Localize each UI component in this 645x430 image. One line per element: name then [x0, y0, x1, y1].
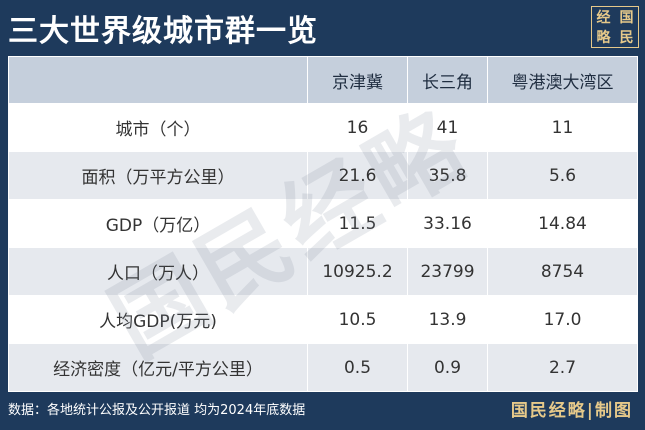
logo-char: 国	[619, 10, 634, 26]
logo: 经国略民	[591, 6, 639, 48]
cell: 23799	[407, 247, 488, 296]
cell: 0.9	[407, 343, 488, 392]
header-row: 京津冀 长三角 粤港澳大湾区	[8, 56, 638, 104]
cell: 35.8	[407, 151, 488, 200]
cell: 0.5	[307, 343, 408, 392]
credit: 国民经略|制图	[510, 401, 633, 421]
logo-char: 民	[619, 30, 634, 46]
logo-char: 经	[596, 10, 611, 26]
table-row: 面积（万平方公里） 21.6 35.8 5.6	[8, 151, 638, 200]
table-row: 城市（个） 16 41 11	[8, 103, 638, 152]
cell: 13.9	[407, 295, 488, 344]
column-header: 京津冀	[307, 56, 408, 104]
source-note: 数据：各地统计公报及公开报道 均为2024年底数据	[8, 403, 306, 418]
cell: 10925.2	[307, 247, 408, 296]
row-label: GDP（万亿）	[8, 199, 308, 248]
cell: 10.5	[307, 295, 408, 344]
cell: 11.5	[307, 199, 408, 248]
cell: 17.0	[487, 295, 638, 344]
table: 京津冀 长三角 粤港澳大湾区 城市（个） 16 41 11 面积（万平方公里） 21.6 35.…	[8, 56, 638, 392]
cell: 11	[487, 103, 638, 152]
logo-char: 略	[596, 30, 611, 46]
cell: 41	[407, 103, 488, 152]
row-label: 城市（个）	[8, 103, 308, 152]
cell: 14.84	[487, 199, 638, 248]
header-cell	[8, 56, 308, 104]
title: 三大世界级城市群一览	[8, 14, 318, 49]
cell: 2.7	[487, 343, 638, 392]
cell: 21.6	[307, 151, 408, 200]
row-label: 人口（万人）	[8, 247, 308, 296]
table-row: 经济密度（亿元/平方公里） 0.5 0.9 2.7	[8, 343, 638, 392]
table-row: 人口（万人） 10925.2 23799 8754	[8, 247, 638, 296]
cell: 8754	[487, 247, 638, 296]
row-label: 人均GDP(万元)	[8, 295, 308, 344]
cell: 16	[307, 103, 408, 152]
table-row: 人均GDP(万元) 10.5 13.9 17.0	[8, 295, 638, 344]
column-header: 粤港澳大湾区	[487, 56, 638, 104]
column-header: 长三角	[407, 56, 488, 104]
table-row: GDP（万亿） 11.5 33.16 14.84	[8, 199, 638, 248]
cell: 5.6	[487, 151, 638, 200]
row-label: 面积（万平方公里）	[8, 151, 308, 200]
cell: 33.16	[407, 199, 488, 248]
row-label: 经济密度（亿元/平方公里）	[8, 343, 308, 392]
